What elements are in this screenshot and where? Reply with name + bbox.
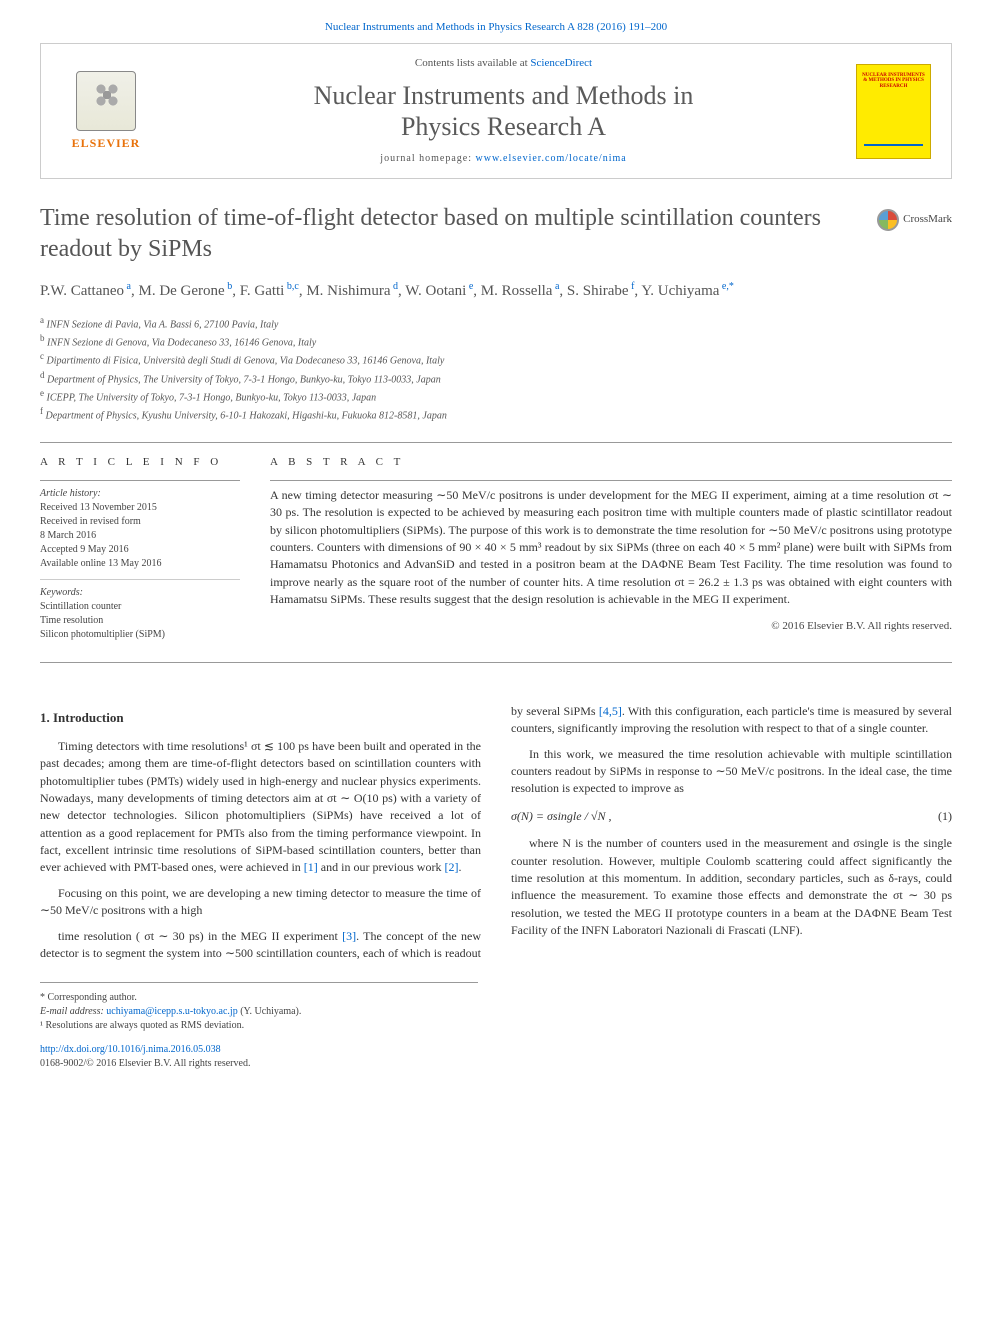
header-center: Contents lists available at ScienceDirec… (151, 56, 856, 166)
paragraph-5: where N is the number of counters used i… (511, 835, 952, 939)
history-line: Accepted 9 May 2016 (40, 543, 240, 557)
corresponding-author-note: * Corresponding author. (40, 991, 478, 1005)
issn-copyright: 0168-9002/© 2016 Elsevier B.V. All right… (40, 1058, 250, 1069)
citation-header: Nuclear Instruments and Methods in Physi… (40, 20, 952, 35)
history-line: 8 March 2016 (40, 529, 240, 543)
info-divider (40, 480, 240, 481)
p1-mid: and in our previous work (318, 860, 445, 874)
email-link[interactable]: uchiyama@icepp.s.u-tokyo.ac.jp (106, 1006, 237, 1017)
abstract-label: A B S T R A C T (270, 455, 952, 470)
history-line: Available online 13 May 2016 (40, 557, 240, 571)
email-label: E-mail address: (40, 1006, 106, 1017)
affiliation-item: e ICEPP, The University of Tokyo, 7-3-1 … (40, 387, 952, 405)
p1-text: Timing detectors with time resolutions¹ … (40, 739, 481, 875)
history-line: Received 13 November 2015 (40, 501, 240, 515)
email-line: E-mail address: uchiyama@icepp.s.u-tokyo… (40, 1005, 478, 1019)
cover-bar-icon (864, 144, 922, 146)
equation-1-number: (1) (938, 808, 952, 825)
article-history: Article history: Received 13 November 20… (40, 487, 240, 571)
footnotes: * Corresponding author. E-mail address: … (40, 982, 478, 1033)
citation-1[interactable]: [1] (304, 860, 318, 874)
article-info-label: A R T I C L E I N F O (40, 455, 240, 470)
homepage-link[interactable]: www.elsevier.com/locate/nima (476, 153, 627, 164)
abstract-column: A B S T R A C T A new timing detector me… (270, 455, 952, 642)
elsevier-tree-icon (76, 71, 136, 131)
paragraph-2: Focusing on this point, we are developin… (40, 885, 481, 920)
contents-prefix: Contents lists available at (415, 57, 530, 69)
equation-1: σ(N) = σsingle / √N , (511, 808, 612, 825)
email-name: (Y. Uchiyama). (238, 1006, 302, 1017)
citation-4-5[interactable]: [4,5] (599, 704, 622, 718)
abstract-divider (270, 480, 952, 481)
affiliation-item: d Department of Physics, The University … (40, 369, 952, 387)
sciencedirect-link[interactable]: ScienceDirect (530, 57, 592, 69)
paragraph-4: In this work, we measured the time resol… (511, 746, 952, 798)
article-info-column: A R T I C L E I N F O Article history: R… (40, 455, 240, 642)
affiliation-item: a INFN Sezione di Pavia, Via A. Bassi 6,… (40, 314, 952, 332)
keyword-item: Time resolution (40, 614, 240, 628)
history-line: Received in revised form (40, 515, 240, 529)
crossmark-icon (877, 209, 899, 231)
journal-name-line2: Physics Research A (401, 112, 606, 141)
abstract-copyright: © 2016 Elsevier B.V. All rights reserved… (270, 619, 952, 634)
body-text: 1. Introduction Timing detectors with ti… (40, 703, 952, 963)
doi-block: http://dx.doi.org/10.1016/j.nima.2016.05… (40, 1043, 478, 1071)
citation-3[interactable]: [3] (342, 929, 356, 943)
affiliation-item: f Department of Physics, Kyushu Universi… (40, 405, 952, 423)
equation-1-row: σ(N) = σsingle / √N , (1) (511, 808, 952, 825)
authors-list: P.W. Cattaneo a, M. De Gerone b, F. Gatt… (40, 280, 952, 302)
p3-a: time resolution ( σt ∼ 30 ps) in the MEG… (58, 929, 342, 943)
cover-title: NUCLEAR INSTRUMENTS & METHODS IN PHYSICS… (857, 73, 930, 90)
paragraph-1: Timing detectors with time resolutions¹ … (40, 738, 481, 877)
section-1-heading: 1. Introduction (40, 709, 481, 728)
divider (40, 662, 952, 663)
keyword-item: Silicon photomultiplier (SiPM) (40, 628, 240, 642)
affiliations-list: a INFN Sezione di Pavia, Via A. Bassi 6,… (40, 314, 952, 424)
contents-line: Contents lists available at ScienceDirec… (151, 56, 856, 71)
p1-end: . (458, 860, 461, 874)
crossmark-label: CrossMark (903, 212, 952, 227)
divider (40, 442, 952, 443)
history-label: Article history: (40, 487, 240, 501)
affiliation-item: b INFN Sezione di Genova, Via Dodecaneso… (40, 332, 952, 350)
doi-link[interactable]: http://dx.doi.org/10.1016/j.nima.2016.05… (40, 1044, 221, 1055)
elsevier-logo: ELSEVIER (61, 66, 151, 156)
title-row: Time resolution of time-of-flight detect… (40, 203, 952, 265)
journal-cover-thumbnail: NUCLEAR INSTRUMENTS & METHODS IN PHYSICS… (856, 64, 931, 159)
abstract-text: A new timing detector measuring ∼50 MeV/… (270, 487, 952, 609)
info-abstract-row: A R T I C L E I N F O Article history: R… (40, 455, 952, 642)
footnote-1: ¹ Resolutions are always quoted as RMS d… (40, 1019, 478, 1033)
crossmark-badge[interactable]: CrossMark (877, 209, 952, 231)
article-title: Time resolution of time-of-flight detect… (40, 203, 857, 265)
journal-header-box: ELSEVIER Contents lists available at Sci… (40, 43, 952, 179)
journal-name-line1: Nuclear Instruments and Methods in (314, 81, 694, 110)
keyword-item: Scintillation counter (40, 600, 240, 614)
citation-2[interactable]: [2] (444, 860, 458, 874)
elsevier-wordmark: ELSEVIER (72, 135, 141, 152)
homepage-prefix: journal homepage: (380, 153, 475, 164)
keywords-block: Keywords: Scintillation counterTime reso… (40, 579, 240, 642)
citation-link[interactable]: Nuclear Instruments and Methods in Physi… (325, 21, 667, 33)
homepage-line: journal homepage: www.elsevier.com/locat… (151, 152, 856, 166)
affiliation-item: c Dipartimento di Fisica, Università deg… (40, 350, 952, 368)
journal-name: Nuclear Instruments and Methods in Physi… (151, 80, 856, 142)
keywords-label: Keywords: (40, 586, 240, 600)
